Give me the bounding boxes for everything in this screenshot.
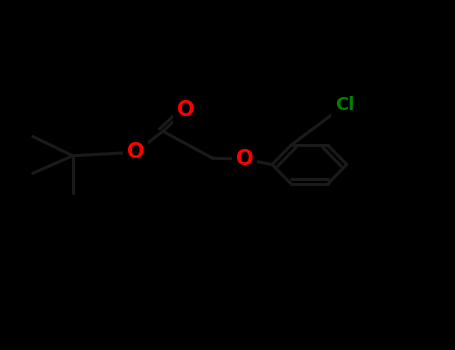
Text: O: O	[177, 100, 194, 120]
Text: O: O	[175, 98, 196, 122]
Text: O: O	[234, 147, 255, 171]
Text: Cl: Cl	[333, 95, 357, 115]
Text: O: O	[236, 149, 253, 169]
Text: O: O	[127, 142, 144, 162]
Text: O: O	[125, 140, 146, 164]
Text: Cl: Cl	[335, 96, 354, 114]
